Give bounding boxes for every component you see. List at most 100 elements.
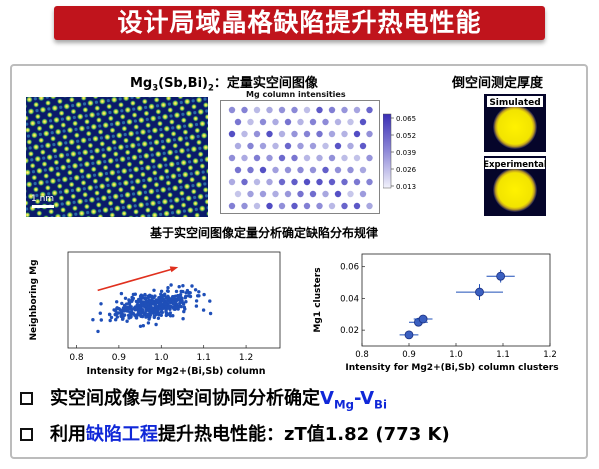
scatter-point [144, 309, 148, 313]
column-dot [272, 190, 279, 198]
scale-bar [32, 205, 54, 208]
scatter-point [153, 304, 158, 308]
scatter-point [190, 284, 194, 288]
column-dot [297, 166, 304, 174]
column-dot [247, 166, 254, 174]
column-dot [228, 130, 236, 138]
scatter-point [184, 294, 188, 299]
intensity-map-dots [228, 106, 373, 210]
column-dot [347, 118, 354, 126]
column-dot [366, 178, 373, 186]
scatter-point [142, 311, 146, 316]
scatter-point [114, 318, 118, 322]
title-bar-background [54, 6, 545, 40]
chart2-ytick-label: 0.04 [340, 294, 359, 304]
column-dot [278, 130, 286, 138]
column-dot [253, 106, 261, 114]
chart1-xtick-label: 0.9 [112, 353, 127, 363]
scatter-point [172, 302, 176, 306]
chart1-xlabel: Intensity for Mg2+(Bi,Sb) column [86, 366, 265, 377]
scatter-point [146, 312, 150, 316]
column-dot [309, 142, 317, 150]
column-dot [309, 190, 317, 198]
scatter-point [120, 301, 124, 306]
scatter-point [176, 293, 180, 298]
column-dot [259, 190, 267, 198]
column-dot [347, 190, 354, 198]
formula-sub2: 2 [207, 82, 214, 93]
column-dot [234, 190, 242, 198]
content-frame [10, 64, 588, 459]
vacancy-bi-sub: Bi [374, 397, 387, 412]
scatter-point [172, 306, 176, 310]
column-dot [322, 190, 329, 198]
scatter-point [129, 307, 134, 311]
scatter-point [135, 303, 139, 307]
scatter-point [181, 301, 185, 305]
scatter-point [143, 303, 148, 308]
vacancy-dash: - [353, 388, 361, 409]
scatter-point [181, 284, 185, 288]
simulated-disk [493, 105, 537, 149]
scatter-point [136, 300, 140, 304]
bullet-box-1 [20, 392, 33, 405]
scatter-point [178, 296, 182, 300]
scatter-point [182, 309, 186, 314]
column-dot [303, 130, 311, 138]
vacancy-bi: V [360, 388, 375, 409]
scatter-point [108, 318, 112, 323]
column-dot [284, 190, 292, 198]
scatter-point [168, 307, 172, 311]
cluster-point [404, 330, 414, 340]
formula-suffix: ：定量实空间图像 [213, 76, 318, 91]
column-dot [366, 154, 373, 162]
slide-title: 设计局域晶格缺陷提升热电性能 [117, 8, 482, 37]
bullet-2: 利用缺陷工程提升热电性能：zT值1.82 (773 K) [50, 420, 450, 446]
intensity-map [220, 100, 380, 214]
scatter-point [177, 285, 181, 289]
scatter-point [171, 314, 175, 318]
column-dot [334, 190, 342, 198]
haadf-lattice-image: 1 nm [26, 97, 208, 217]
scatter-point [184, 300, 188, 304]
column-dot [284, 142, 292, 150]
column-dot [291, 202, 298, 210]
bullet-1: 实空间成像与倒空间协同分析确定VMg-VBi [50, 384, 387, 412]
chart2-ticks: 0.8 0.9 1.0 1.1 1.2 0.02 0.04 0.06 [340, 263, 557, 360]
cluster-point [475, 287, 484, 297]
column-dot [259, 166, 267, 174]
scatter-point [133, 308, 137, 312]
colorbar-tick-label: 0.013 [396, 183, 416, 191]
scatter-point [124, 302, 129, 306]
trend-arrow [97, 268, 173, 292]
scatter-point [115, 300, 119, 304]
scatter-point [114, 312, 119, 316]
scatter-point [194, 299, 199, 303]
column-dot [241, 130, 248, 138]
formula-sub1: 3 [152, 82, 159, 93]
column-dot [234, 118, 242, 126]
column-dot [328, 154, 336, 162]
column-dot [272, 166, 279, 174]
scatter-point [119, 291, 124, 296]
chart1-xtick-label: 0.8 [69, 353, 84, 363]
column-dot [266, 154, 273, 162]
chart1-xticks: 0.8 0.9 1.0 1.1 1.2 [69, 345, 253, 363]
colorbar: 0.065 0.052 0.039 0.026 0.013 [383, 113, 417, 191]
bullet-box-2 [20, 428, 33, 441]
chart2-ytick-label: 0.02 [340, 326, 359, 336]
scatter-point [166, 296, 170, 300]
scatter-point [171, 295, 176, 300]
column-dot [328, 130, 336, 138]
column-dot [297, 118, 304, 126]
scatter-point [177, 304, 182, 309]
scatter-point [146, 321, 151, 325]
scatter-point [160, 307, 164, 312]
scatter-point [181, 317, 185, 321]
scatter-point [197, 290, 201, 294]
scatter-point [147, 295, 151, 299]
scatter-point [164, 313, 168, 318]
scatter-point [160, 310, 164, 315]
scatter-point [118, 308, 123, 312]
column-dot [359, 166, 367, 174]
